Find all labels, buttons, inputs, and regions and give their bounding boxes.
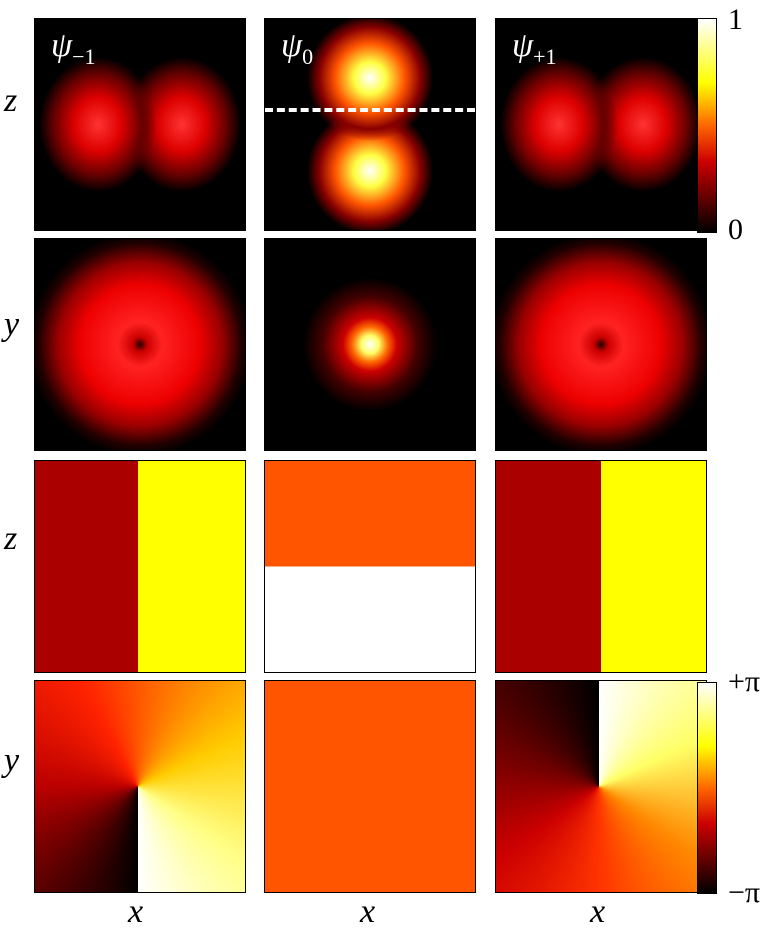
colorbar-tick-label: 0 — [728, 213, 743, 246]
x-label: x — [128, 893, 144, 930]
column-title: ψ−1 — [51, 27, 96, 70]
x-label: x — [590, 893, 606, 930]
colorbar-tick-label: +π — [728, 665, 761, 698]
row-label: y — [4, 306, 20, 343]
panel — [495, 238, 707, 451]
dashed-cut — [265, 108, 475, 112]
amplitude-colorbar — [697, 18, 717, 233]
x-label: x — [360, 893, 376, 930]
panel — [34, 680, 246, 893]
phase-colorbar — [697, 682, 717, 894]
panel — [34, 238, 246, 451]
column-title: ψ0 — [281, 27, 313, 70]
panel — [264, 238, 476, 451]
colorbar-tick-label: 1 — [728, 3, 743, 36]
panel: ψ+1 — [495, 18, 707, 231]
row-label: z — [4, 82, 18, 119]
panel — [264, 680, 476, 893]
subscript: −1 — [72, 43, 96, 69]
row-label: y — [4, 742, 20, 779]
row-label: z — [4, 520, 18, 557]
symbol: ψ — [51, 27, 73, 64]
symbol: ψ — [281, 27, 303, 64]
panel — [495, 460, 707, 673]
symbol: ψ — [512, 27, 534, 64]
subscript: 0 — [302, 43, 314, 69]
panel — [264, 460, 476, 673]
subscript: +1 — [533, 43, 557, 69]
panel — [495, 680, 707, 893]
panel: ψ−1 — [34, 18, 246, 231]
panel: ψ0 — [264, 18, 476, 231]
panel — [34, 460, 246, 673]
colorbar-tick-label: −π — [728, 876, 761, 909]
column-title: ψ+1 — [512, 27, 557, 70]
